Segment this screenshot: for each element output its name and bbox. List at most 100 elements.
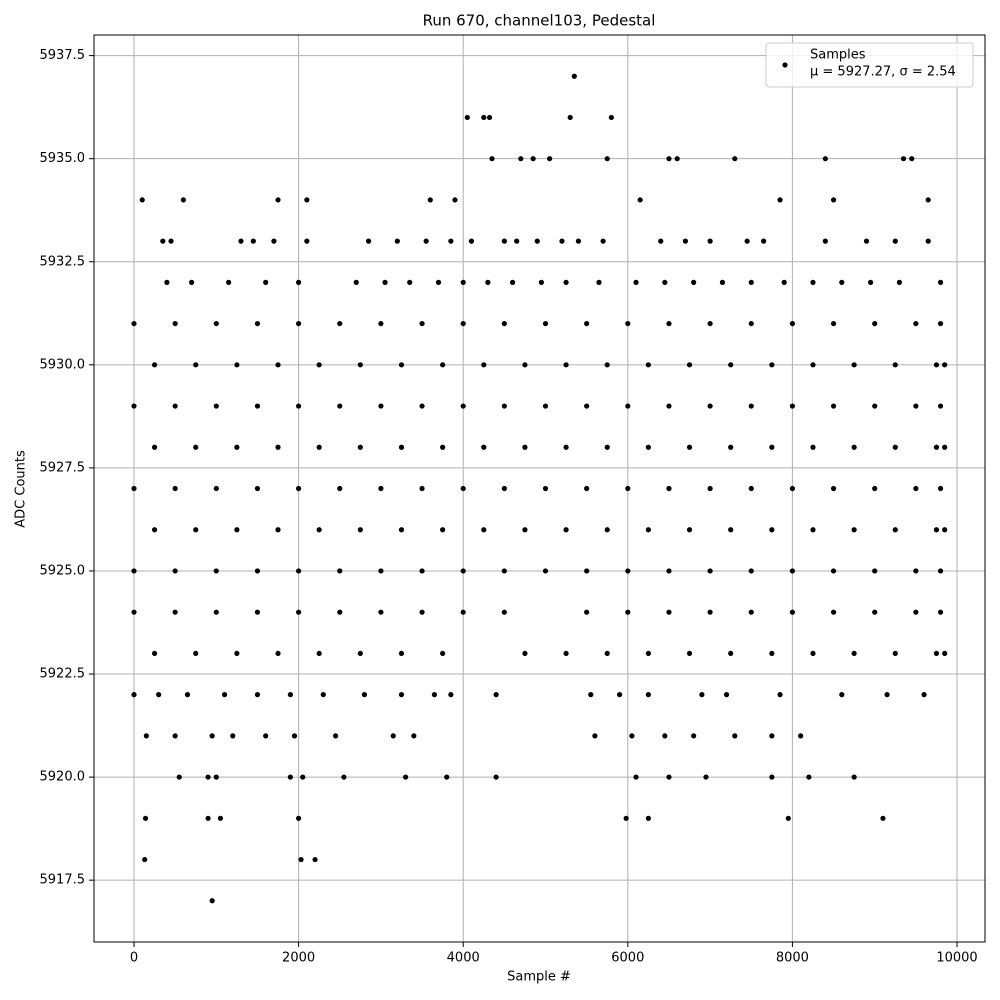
point [160, 238, 166, 244]
point [584, 609, 590, 615]
point [489, 156, 495, 162]
legend-marker [782, 62, 788, 68]
legend-stats: μ = 5927.27, σ = 2.54 [810, 65, 956, 80]
point [769, 733, 775, 739]
point [481, 362, 487, 368]
point [217, 815, 224, 821]
point [296, 320, 302, 327]
point [900, 156, 907, 162]
point [337, 609, 343, 615]
point [728, 650, 734, 657]
point [913, 609, 919, 615]
point [666, 774, 672, 780]
point [193, 444, 199, 450]
point [131, 485, 137, 492]
point [748, 279, 754, 285]
point [645, 815, 651, 821]
point [522, 527, 528, 533]
point [142, 815, 149, 821]
point [892, 527, 898, 533]
point [448, 692, 454, 698]
point [131, 568, 137, 574]
point [452, 197, 458, 203]
point [193, 650, 199, 657]
point [221, 692, 228, 698]
point [645, 444, 651, 450]
point [316, 650, 322, 657]
point [312, 856, 318, 863]
point [913, 485, 919, 492]
point [563, 527, 569, 533]
point [435, 279, 442, 285]
point [131, 403, 137, 409]
point [151, 444, 158, 450]
point [633, 774, 639, 780]
point [909, 156, 915, 162]
point [205, 774, 211, 780]
point [563, 279, 569, 285]
point [666, 156, 672, 162]
point [810, 279, 816, 285]
point [357, 362, 363, 368]
point [896, 279, 903, 285]
point [744, 238, 750, 244]
point [880, 815, 886, 821]
y-tick-label: 5922.5 [40, 667, 86, 682]
point [563, 650, 569, 657]
point [592, 733, 598, 739]
point [748, 609, 754, 615]
point [810, 362, 816, 368]
point [464, 114, 470, 121]
point [139, 197, 145, 203]
point [460, 320, 466, 327]
point [254, 692, 261, 698]
point [460, 403, 466, 409]
point [937, 485, 944, 492]
point [625, 568, 631, 574]
point [584, 403, 590, 409]
point [942, 444, 948, 450]
point [501, 485, 507, 492]
point [172, 320, 178, 327]
point [872, 320, 878, 327]
point [674, 156, 680, 162]
point [361, 692, 368, 698]
point [777, 197, 783, 203]
point [748, 568, 754, 574]
point [254, 568, 261, 574]
point [298, 856, 304, 863]
point [213, 774, 219, 780]
point [942, 362, 948, 368]
point [287, 692, 293, 698]
point [394, 238, 400, 244]
point [481, 527, 487, 533]
point [542, 403, 549, 409]
point [172, 403, 178, 409]
point [637, 197, 643, 203]
point [830, 609, 837, 615]
point [666, 320, 672, 327]
point [213, 609, 219, 615]
point [440, 444, 446, 450]
point [785, 815, 791, 821]
point [563, 362, 569, 368]
point [625, 320, 631, 327]
point [131, 692, 137, 698]
point [184, 692, 191, 698]
point [378, 568, 384, 574]
point [872, 485, 878, 492]
point [234, 444, 240, 450]
point [357, 527, 363, 533]
point [707, 485, 713, 492]
point [501, 609, 507, 615]
chart-title: Run 670, channel103, Pedestal [423, 12, 656, 30]
point [316, 444, 322, 450]
point [769, 650, 775, 657]
point [226, 279, 232, 285]
point [769, 774, 775, 780]
point [868, 279, 874, 285]
point [604, 444, 610, 450]
point [460, 485, 466, 492]
point [559, 238, 565, 244]
point [707, 403, 713, 409]
